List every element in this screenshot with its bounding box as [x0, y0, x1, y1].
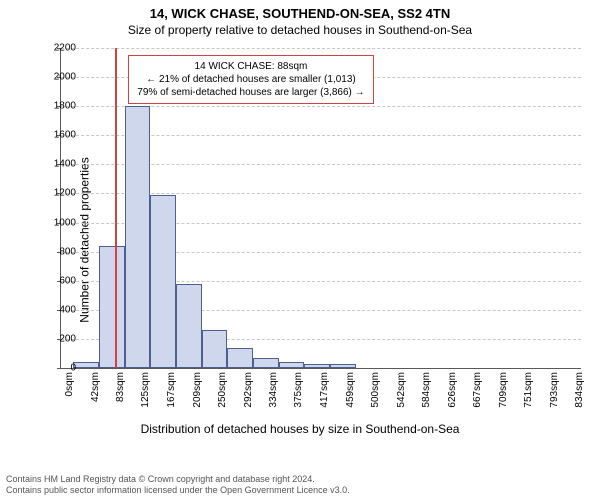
- attribution-line2: Contains public sector information licen…: [6, 485, 350, 496]
- ytick-label: 2200: [42, 43, 76, 54]
- histogram-bar: [279, 362, 305, 368]
- xtick-label: 459sqm: [345, 372, 356, 408]
- histogram-bar: [202, 330, 228, 368]
- xtick-label: 292sqm: [243, 372, 254, 408]
- annotation-line: ← 21% of detached houses are smaller (1,…: [137, 73, 364, 86]
- xtick-label: 250sqm: [217, 372, 228, 408]
- xtick-label: 42sqm: [90, 372, 101, 402]
- ytick-label: 600: [42, 275, 76, 286]
- annotation-line: 79% of semi-detached houses are larger (…: [137, 86, 364, 99]
- xtick-label: 334sqm: [268, 372, 279, 408]
- ytick-label: 800: [42, 246, 76, 257]
- chart-title: 14, WICK CHASE, SOUTHEND-ON-SEA, SS2 4TN: [0, 0, 600, 21]
- x-axis-label: Distribution of detached houses by size …: [0, 422, 600, 436]
- xtick-label: 542sqm: [396, 372, 407, 408]
- ytick-label: 2000: [42, 72, 76, 83]
- histogram-bar: [330, 364, 356, 368]
- chart-subtitle: Size of property relative to detached ho…: [0, 21, 600, 37]
- histogram-bar: [227, 348, 253, 368]
- plot-area: 0sqm42sqm83sqm125sqm167sqm209sqm250sqm29…: [60, 48, 581, 369]
- annotation-box: 14 WICK CHASE: 88sqm← 21% of detached ho…: [128, 55, 373, 104]
- ytick-label: 1400: [42, 159, 76, 170]
- histogram-bar: [99, 246, 125, 368]
- xtick-label: 83sqm: [115, 372, 126, 402]
- ytick-label: 1600: [42, 130, 76, 141]
- gridline: [61, 48, 581, 49]
- ytick-label: 1000: [42, 217, 76, 228]
- ytick-label: 1200: [42, 188, 76, 199]
- histogram-bar: [253, 358, 279, 368]
- xtick-label: 667sqm: [472, 372, 483, 408]
- xtick-label: 417sqm: [319, 372, 330, 408]
- xtick-label: 125sqm: [140, 372, 151, 408]
- histogram-bar: [176, 284, 202, 368]
- xtick-label: 375sqm: [293, 372, 304, 408]
- xtick-label: 500sqm: [370, 372, 381, 408]
- attribution-text: Contains HM Land Registry data © Crown c…: [6, 474, 350, 497]
- ytick-label: 1800: [42, 101, 76, 112]
- xtick-label: 751sqm: [523, 372, 534, 408]
- xtick-label: 167sqm: [166, 372, 177, 408]
- attribution-line1: Contains HM Land Registry data © Crown c…: [6, 474, 350, 485]
- property-marker-line: [115, 48, 117, 368]
- histogram-bar: [304, 364, 330, 368]
- ytick-label: 200: [42, 333, 76, 344]
- xtick-label: 834sqm: [574, 372, 585, 408]
- histogram-bar: [125, 106, 151, 368]
- xtick-label: 584sqm: [421, 372, 432, 408]
- histogram-bar: [73, 362, 99, 368]
- xtick-label: 709sqm: [498, 372, 509, 408]
- ytick-label: 400: [42, 304, 76, 315]
- histogram-bar: [150, 195, 176, 368]
- xtick-label: 0sqm: [64, 372, 75, 396]
- xtick-label: 793sqm: [549, 372, 560, 408]
- chart-container: Number of detached properties 0sqm42sqm8…: [0, 40, 600, 440]
- ytick-label: 0: [42, 363, 76, 374]
- xtick-label: 209sqm: [192, 372, 203, 408]
- xtick-label: 626sqm: [447, 372, 458, 408]
- annotation-line: 14 WICK CHASE: 88sqm: [137, 60, 364, 73]
